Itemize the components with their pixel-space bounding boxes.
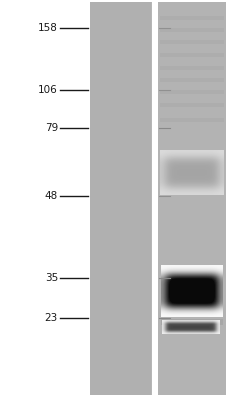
Bar <box>157 2 225 395</box>
Text: 158: 158 <box>38 23 58 33</box>
Bar <box>159 53 223 57</box>
Text: 23: 23 <box>44 313 58 323</box>
Text: 35: 35 <box>44 273 58 283</box>
Bar <box>159 28 223 32</box>
Text: 79: 79 <box>44 123 58 133</box>
Bar <box>159 103 223 107</box>
Bar <box>159 78 223 82</box>
Bar <box>160 319 222 325</box>
Bar <box>159 40 223 44</box>
Bar <box>159 66 223 70</box>
Bar <box>159 90 223 94</box>
Bar <box>159 16 223 20</box>
Bar <box>159 118 223 122</box>
Text: 48: 48 <box>44 191 58 201</box>
Text: 106: 106 <box>38 85 58 95</box>
Bar <box>90 2 151 395</box>
